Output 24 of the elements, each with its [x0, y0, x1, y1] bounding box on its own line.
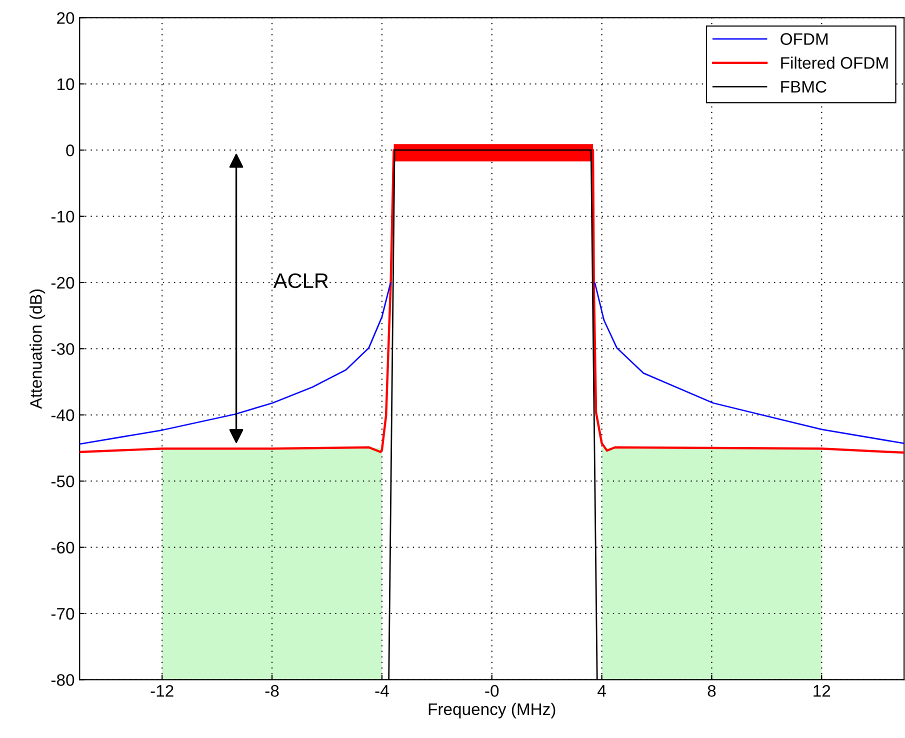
y-tick-label: -80	[51, 674, 74, 686]
y-tick-label: -10	[51, 210, 74, 223]
x-tick-label: -12	[150, 685, 174, 697]
y-tick-label: -40	[51, 409, 74, 422]
y-tick-label: 20	[57, 12, 74, 24]
y-axis-title: Attenuation (dB)	[30, 290, 46, 409]
y-tick-label: -20	[51, 276, 74, 289]
y-tick-label: -30	[51, 343, 74, 355]
legend-label: FBMC	[781, 80, 826, 93]
x-tick-label: -0	[485, 685, 499, 697]
x-tick-label: 8	[708, 685, 716, 697]
x-tick-label: 12	[814, 685, 830, 697]
x-tick-label: 4	[598, 685, 606, 697]
y-tick-label: 10	[58, 78, 74, 90]
legend-label: OFDM	[780, 33, 828, 45]
x-tick-label: -4	[375, 685, 389, 697]
y-tick-label: -70	[51, 608, 74, 620]
y-tick-label: -60	[51, 542, 74, 554]
x-axis-title: Frequency (MHz)	[428, 702, 556, 718]
annotation: ACLR	[273, 273, 328, 288]
y-tick-label: 0	[66, 144, 74, 156]
x-tick-label: -8	[265, 685, 279, 697]
y-tick-label: -50	[51, 476, 74, 488]
legend-label: Filtered OFDM	[781, 56, 888, 69]
